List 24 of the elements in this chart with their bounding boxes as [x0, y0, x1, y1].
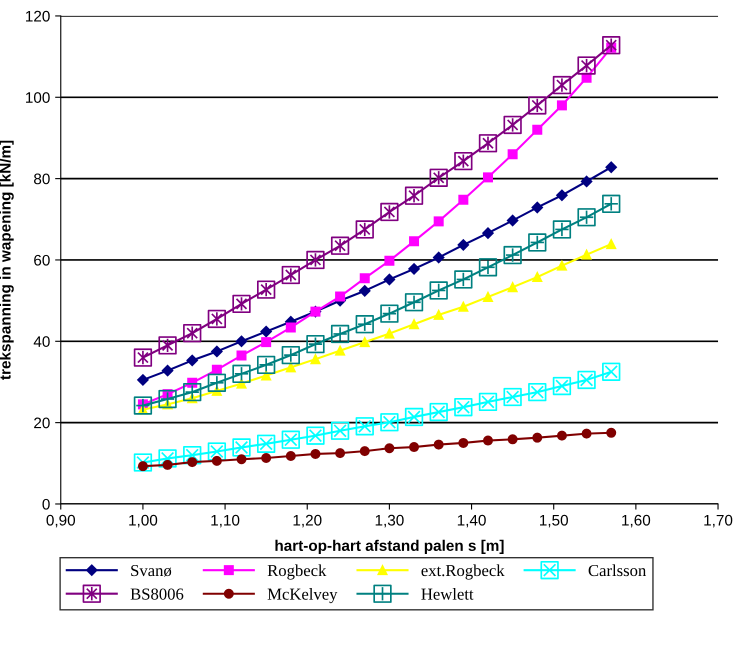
- x-tick-label: 1,70: [704, 514, 732, 528]
- y-tick-label: 100: [26, 92, 50, 103]
- y-tick-label: 80: [34, 173, 50, 184]
- x-tick-label: 1,30: [376, 514, 404, 528]
- legend-label: BS8006: [130, 588, 184, 600]
- legend-label: ext.Rogbeck: [421, 564, 505, 580]
- legend-label: Rogbeck: [268, 564, 326, 580]
- x-tick-label: 1,40: [458, 514, 486, 528]
- y-tick-label: 0: [42, 498, 50, 510]
- y-tick-label: 60: [34, 254, 50, 266]
- x-tick-label: 1,00: [129, 514, 158, 528]
- x-tick-label: 1,50: [540, 514, 568, 528]
- x-axis-title: hart-op-hart afstand palen s [m]: [275, 540, 504, 554]
- x-tick-label: 1,60: [622, 514, 650, 528]
- y-tick-label: 40: [34, 336, 50, 347]
- y-tick-label: 120: [26, 10, 50, 22]
- x-tick-label: 0,90: [46, 514, 76, 528]
- legend-label: Svanø: [131, 564, 172, 577]
- legend-label: Carlsson: [588, 564, 646, 576]
- y-tick-label: 20: [34, 418, 50, 428]
- x-tick-label: 1,20: [294, 514, 322, 528]
- legend-label: McKelvey: [268, 588, 338, 604]
- x-tick-label: 1,10: [211, 514, 240, 528]
- legend-label: Hewlett: [421, 588, 474, 600]
